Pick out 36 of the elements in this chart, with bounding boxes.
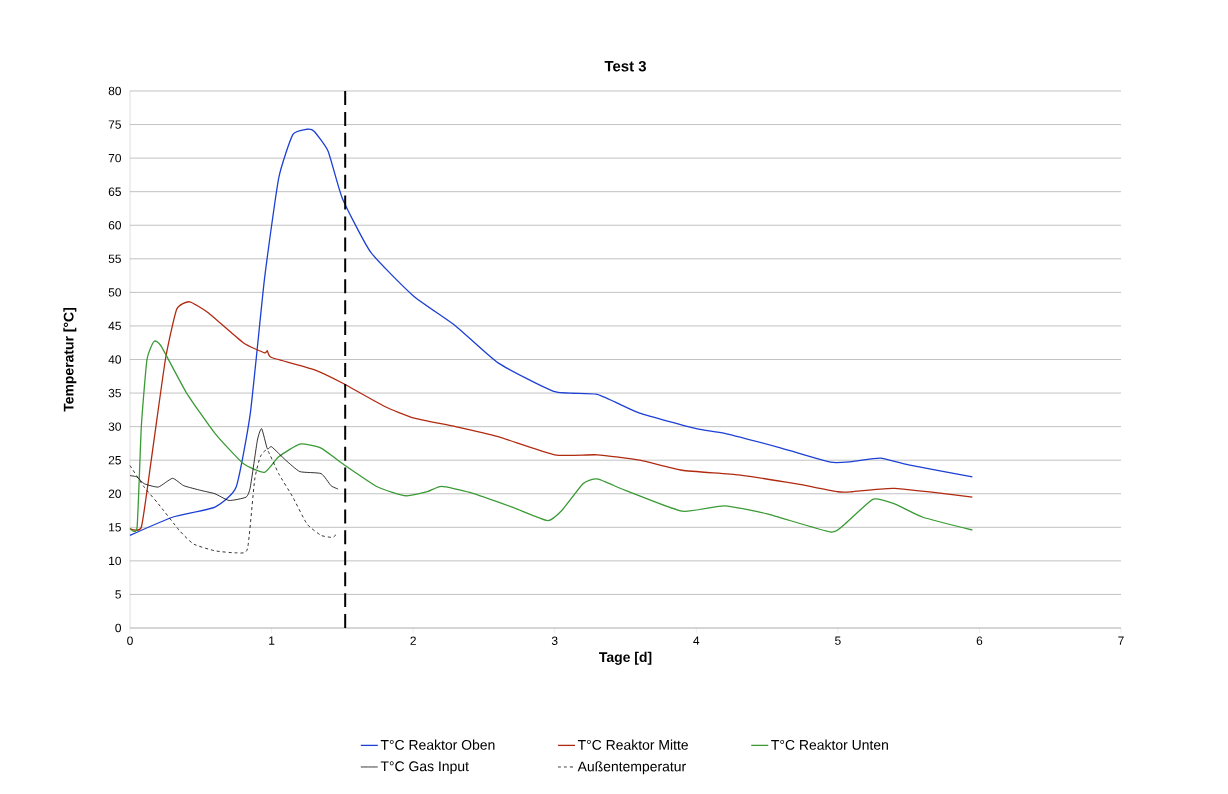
y-tick-label: 80 <box>108 86 122 96</box>
x-tick-label: 1 <box>269 636 275 645</box>
y-tick-label: 55 <box>108 254 121 263</box>
line-series <box>129 340 974 533</box>
y-tick-label: 50 <box>108 288 122 297</box>
x-tick-label: 5 <box>835 636 841 645</box>
x-tick-label: 4 <box>693 636 700 645</box>
y-tick-label: 35 <box>108 388 121 398</box>
y-tick-label: 60 <box>108 221 122 230</box>
y-tick-label: 0 <box>115 623 122 633</box>
y-tick-label: 75 <box>108 120 121 129</box>
chart-title: Test 3 <box>604 60 646 72</box>
line-series <box>129 301 974 530</box>
legend-label: T°C Reaktor Mitte <box>577 739 688 750</box>
x-axis-title: Tage [d] <box>599 651 652 665</box>
legend-label: T°C Gas Input <box>380 761 469 774</box>
legend-label: T°C Reaktor Oben <box>380 739 495 750</box>
y-tick-label: 5 <box>115 590 121 599</box>
y-tick-label: 25 <box>108 455 121 465</box>
x-tick-label: 3 <box>551 636 558 645</box>
legend-label: Außentemperatur <box>577 761 686 775</box>
x-tick-label: 2 <box>410 636 416 645</box>
y-tick-label: 45 <box>108 321 121 331</box>
x-tick-label: 6 <box>976 636 983 645</box>
x-tick-label: 7 <box>1118 636 1124 645</box>
y-tick-label: 65 <box>108 187 121 196</box>
y-tick-label: 10 <box>109 556 122 566</box>
y-tick-label: 70 <box>108 153 122 163</box>
x-tick-label: 0 <box>127 636 133 645</box>
y-tick-label: 15 <box>109 523 121 532</box>
legend-label: T°C Reaktor Unten <box>771 739 888 750</box>
y-tick-label: 40 <box>108 355 122 364</box>
y-tick-label: 30 <box>108 422 122 431</box>
y-tick-label: 20 <box>108 489 122 498</box>
line-series <box>129 128 974 537</box>
y-axis-title: Temperatur [°C] <box>63 308 77 412</box>
